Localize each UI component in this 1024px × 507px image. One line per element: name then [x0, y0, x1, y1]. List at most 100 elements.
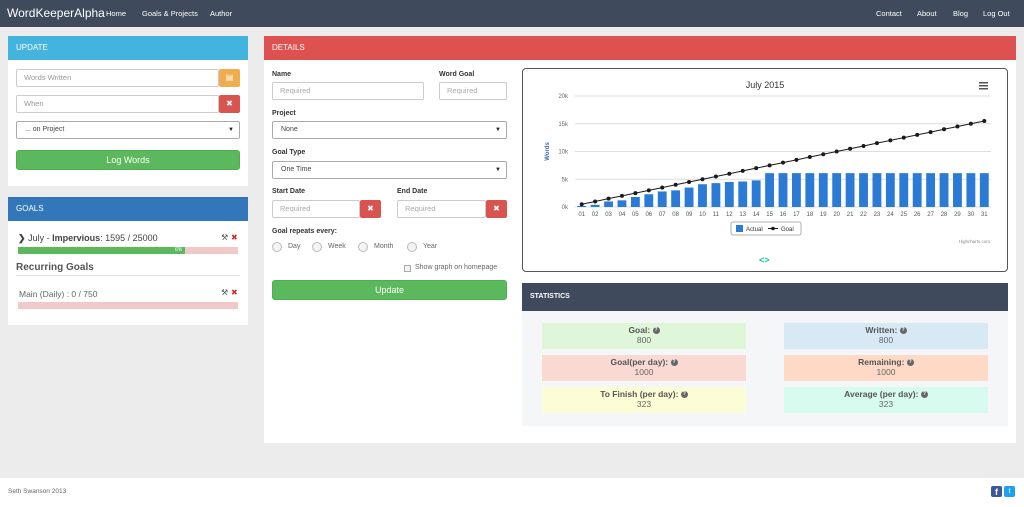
current-goal-row[interactable]: ❯ July - Impervious: 1595 / 25000 [18, 233, 158, 244]
menu-icon [979, 88, 988, 90]
name-input[interactable]: Required [272, 82, 424, 100]
x-tick-label: 14 [753, 212, 760, 218]
delete-icon[interactable]: ✖ [231, 288, 238, 297]
y-tick-label: 15k [558, 122, 569, 128]
stat-goal: Goal: ? 800 [542, 323, 746, 349]
repeat-year-label: Year [423, 243, 438, 250]
wrench-icon[interactable]: ⚒ [221, 233, 229, 242]
x-tick-label: 24 [887, 212, 894, 218]
nav-blog-link[interactable]: Blog [953, 9, 969, 18]
details-panel-title: DETAILS [264, 36, 1016, 60]
bar-24 [885, 173, 895, 207]
x-tick-label: 09 [686, 212, 693, 218]
goal-point-15 [767, 163, 772, 168]
chart-container: July 2015 0k 5k 10k 15k 20k Words 01 02 03 04 05 06 0… [522, 68, 1008, 272]
bar-09 [684, 187, 694, 207]
goal-repeats-label: Goal repeats every: [272, 228, 337, 235]
twitter-icon[interactable]: t [1004, 486, 1015, 497]
bar-07 [657, 191, 667, 207]
y-tick-label: 10k [558, 150, 569, 156]
bar-08 [671, 190, 681, 207]
goal-point-26 [915, 132, 920, 137]
when-date-input[interactable]: When [16, 95, 219, 113]
chart-title: July 2015 [746, 80, 785, 90]
goal-point-31 [982, 118, 987, 123]
x-tick-label: 15 [766, 212, 773, 218]
wrench-icon[interactable]: ⚒ [221, 288, 229, 297]
repeat-day-radio[interactable] [272, 242, 282, 252]
x-tick-label: 25 [900, 212, 907, 218]
brand-logo[interactable]: WordKeeperAlpha [7, 6, 105, 20]
goal-point-24 [888, 138, 893, 143]
bar-04 [617, 200, 627, 207]
bar-06 [644, 194, 654, 207]
chevron-down-icon: ▼ [495, 127, 501, 133]
goal-point-25 [901, 135, 906, 140]
goal-point-19 [821, 152, 826, 157]
goal-point-02 [593, 199, 598, 204]
goal-point-08 [673, 182, 678, 187]
x-tick-label: 29 [954, 212, 961, 218]
nav-goals-projects-link[interactable]: Goals & Projects [142, 9, 198, 18]
bar-19 [818, 173, 828, 207]
bar-01 [577, 205, 587, 207]
nav-contact-link[interactable]: Contact [876, 9, 902, 18]
help-icon[interactable]: ? [670, 359, 678, 367]
goal-point-22 [861, 143, 866, 148]
recurring-goal-item[interactable]: Main (Daily) : 0 / 750 [19, 289, 98, 299]
goal-point-20 [834, 149, 839, 154]
x-tick-label: 03 [605, 212, 612, 218]
bar-02 [590, 204, 600, 207]
project-dropdown[interactable]: None ▼ [272, 121, 507, 139]
clear-end-date-icon[interactable]: ✖ [486, 200, 507, 218]
help-icon[interactable]: ? [680, 391, 688, 399]
chart-nav-arrows[interactable]: <> [759, 255, 770, 265]
bar-17 [791, 173, 801, 207]
bar-21 [845, 173, 855, 207]
project-select[interactable]: ... on Project ▼ [16, 121, 240, 139]
start-date-input[interactable]: Required [272, 200, 360, 218]
x-tick-label: 01 [578, 212, 585, 218]
bar-22 [859, 173, 868, 207]
words-written-input[interactable]: Words Written [16, 69, 219, 87]
goal-type-dropdown[interactable]: One Time ▼ [272, 161, 507, 179]
current-goal-name: Impervious [52, 233, 101, 243]
goal-point-28 [942, 127, 947, 132]
nav-logout-link[interactable]: Log Out [983, 9, 1010, 18]
show-graph-checkbox[interactable] [404, 265, 411, 272]
x-tick-label: 18 [806, 212, 813, 218]
x-tick-label: 02 [592, 212, 599, 218]
end-date-input[interactable]: Required [397, 200, 486, 218]
log-words-button[interactable]: Log Words [16, 150, 240, 170]
help-icon[interactable]: ? [920, 391, 928, 399]
help-icon[interactable]: ? [899, 327, 907, 335]
help-icon[interactable]: ? [906, 359, 914, 367]
help-icon[interactable]: ? [652, 327, 660, 335]
word-goal-input[interactable]: Required [439, 82, 507, 100]
x-tick-label: 20 [833, 212, 840, 218]
goal-point-10 [700, 177, 705, 182]
x-tick-label: 26 [914, 212, 921, 218]
repeat-week-radio[interactable] [312, 242, 322, 252]
update-button[interactable]: Update [272, 280, 507, 300]
nav-about-link[interactable]: About [917, 9, 937, 18]
clear-start-date-icon[interactable]: ✖ [360, 200, 381, 218]
calculator-icon[interactable]: ▤ [219, 69, 240, 87]
words-chart: July 2015 0k 5k 10k 15k 20k Words 01 02 03 04 05 06 0… [545, 80, 991, 244]
repeat-month-radio[interactable] [358, 242, 368, 252]
nav-author-link[interactable]: Author [210, 9, 233, 18]
goal-point-16 [781, 160, 785, 165]
goal-point-29 [955, 124, 960, 129]
repeat-year-radio[interactable] [407, 242, 417, 252]
delete-icon[interactable]: ✖ [231, 233, 238, 242]
goals-panel-title: GOALS [8, 197, 248, 221]
x-tick-label: 30 [968, 212, 975, 218]
x-tick-label: 04 [619, 212, 626, 218]
legend-actual-label: Actual [746, 227, 763, 233]
x-tick-label: 31 [981, 212, 988, 218]
x-tick-label: 12 [726, 212, 733, 218]
clear-date-icon[interactable]: ✖ [219, 95, 240, 113]
details-panel: DETAILS Name Required Word Goal Required… [264, 36, 1016, 443]
facebook-icon[interactable]: f [991, 486, 1002, 497]
nav-home-link[interactable]: Home [106, 9, 127, 18]
